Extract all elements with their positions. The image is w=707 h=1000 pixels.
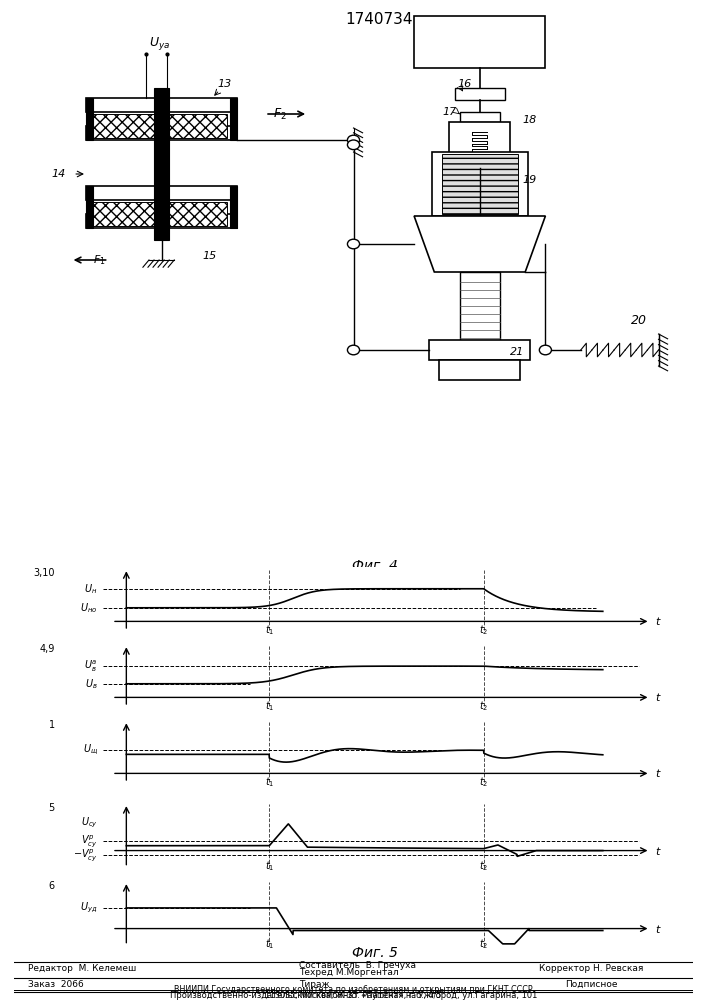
Bar [450,122,510,168]
Text: 1: 1 [49,720,55,730]
Polygon shape [414,216,545,272]
Bar [93,202,227,226]
Bar [460,112,500,122]
Text: 16: 16 [457,79,472,89]
Text: 20: 20 [631,314,647,326]
Text: $F_2$: $F_2$ [273,106,286,122]
Bar [86,186,238,200]
Text: $F_1$: $F_1$ [93,253,106,267]
Text: 14: 14 [52,169,66,179]
Text: $U_н$: $U_н$ [84,582,98,596]
Text: 6: 6 [49,881,55,891]
Text: $U_в$: $U_в$ [85,677,98,691]
Text: $t_1$: $t_1$ [264,624,274,637]
Bar [230,186,238,228]
Circle shape [347,135,360,145]
Text: $t_2$: $t_2$ [479,859,489,873]
Text: $U_{су}$: $U_{су}$ [81,815,98,830]
Text: Корректор Н. Ревская: Корректор Н. Ревская [539,964,643,973]
Bar [86,126,238,140]
Text: $t_2$: $t_2$ [479,937,489,951]
Text: Техред М.Моргентал: Техред М.Моргентал [299,968,399,977]
Text: $V_{су}^р$: $V_{су}^р$ [81,833,98,849]
Text: Составитель  В. Гречуха: Составитель В. Гречуха [299,961,416,970]
Text: 13: 13 [217,79,231,89]
Text: Заказ  2066: Заказ 2066 [28,980,83,989]
Bar [86,98,93,140]
Circle shape [539,345,551,355]
Text: 15: 15 [202,251,216,261]
Bar [429,340,530,360]
Bar [432,152,527,216]
Bar [442,154,518,214]
Bar [154,88,169,240]
Bar [460,272,500,340]
Text: $t_2$: $t_2$ [479,700,489,713]
Text: $t_2$: $t_2$ [479,624,489,637]
Text: $t_1$: $t_1$ [264,776,274,789]
Bar [86,214,238,228]
Text: $t_1$: $t_1$ [264,937,274,951]
Bar [439,360,520,380]
Text: 18: 18 [522,115,537,125]
Text: Редактор  М. Келемеш: Редактор М. Келемеш [28,964,136,973]
Text: $U_{уд}$: $U_{уд}$ [81,901,98,915]
Circle shape [347,140,360,150]
Bar [86,98,238,112]
Text: $U_{но}$: $U_{но}$ [81,601,98,615]
Circle shape [347,345,360,355]
Text: Производственно-издательский комбинат «Патент», г. Ужгород, ул.Гагарина, 101: Производственно-издательский комбинат «П… [170,991,537,1000]
Bar [455,88,505,100]
Circle shape [347,239,360,249]
Text: 3,10: 3,10 [33,568,55,578]
Text: 113035, Москва, Ж-35. Раушская наб., 4/5: 113035, Москва, Ж-35. Раушская наб., 4/5 [265,991,442,1000]
Text: 4,9: 4,9 [40,644,55,654]
Text: $t$: $t$ [655,845,662,857]
Text: Фиг. 5: Фиг. 5 [352,946,397,960]
Text: $t$: $t$ [655,923,662,935]
Bar [230,98,238,140]
Text: $U_{ya}$: $U_{ya}$ [148,35,170,52]
Text: $t_2$: $t_2$ [479,776,489,789]
Text: 19: 19 [522,175,537,185]
Text: $U_в^а$: $U_в^а$ [84,658,98,674]
Bar [86,186,93,228]
Text: Фиг. 4: Фиг. 4 [352,559,397,573]
Text: 17: 17 [443,107,457,117]
Text: 1740734: 1740734 [345,12,412,27]
Text: 21: 21 [510,347,525,357]
Text: $t_1$: $t_1$ [264,700,274,713]
Text: $-V_{су}^р$: $-V_{су}^р$ [73,847,98,863]
Text: Подписное: Подписное [565,980,617,989]
Text: 5: 5 [49,803,55,813]
Bar [414,16,545,68]
Text: $U_{щ}$: $U_{щ}$ [83,743,98,757]
Text: $t$: $t$ [655,767,662,779]
Text: Тираж: Тираж [299,980,330,989]
Text: $t_1$: $t_1$ [264,859,274,873]
Text: $t$: $t$ [655,691,662,703]
Bar [93,114,227,138]
Text: ВНИИПИ Государственного комитета по изобретениям и открытиям при ГКНТ СССР: ВНИИПИ Государственного комитета по изоб… [174,985,533,994]
Text: $t$: $t$ [655,615,662,627]
